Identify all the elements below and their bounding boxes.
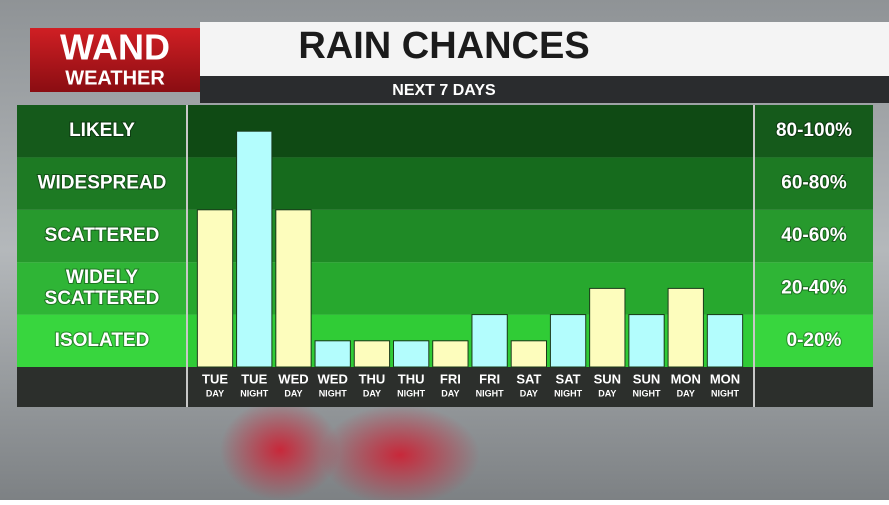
band-range-cell [754, 314, 873, 367]
band-label-cell [17, 105, 187, 158]
x-tick-sublabel: NIGHT [397, 388, 426, 398]
band-range: 60-80% [781, 173, 847, 194]
x-tick-label: SAT [516, 371, 541, 386]
bar [275, 209, 312, 368]
x-tick-sublabel: NIGHT [319, 388, 348, 398]
x-tick-sublabel: NIGHT [240, 388, 269, 398]
x-tick-label: SUN [633, 371, 660, 386]
chart-subtitle: NEXT 7 DAYS [392, 82, 496, 99]
x-tick-sublabel: NIGHT [476, 388, 505, 398]
title-bar [200, 22, 889, 76]
bar [628, 314, 665, 368]
band-label: LIKELY [69, 120, 135, 141]
bar [510, 340, 547, 368]
x-tick-sublabel: DAY [441, 388, 459, 398]
bar [393, 340, 430, 368]
x-tick-label: FRI [479, 371, 500, 386]
band-range: 20-40% [781, 277, 847, 298]
band-label: WIDESPREAD [38, 173, 167, 194]
bar [236, 130, 273, 368]
x-tick-sublabel: DAY [284, 388, 302, 398]
band-range-cell [754, 209, 873, 263]
bar [353, 340, 391, 368]
band-label-cell [17, 209, 187, 263]
background-blur [320, 405, 480, 505]
x-tick-sublabel: NIGHT [711, 388, 740, 398]
x-tick-label: TUE [202, 371, 228, 386]
bar [589, 287, 626, 368]
band-range-cell [754, 105, 873, 158]
bar [471, 314, 508, 368]
x-tick-label: FRI [440, 371, 461, 386]
x-tick-label: WED [278, 371, 308, 386]
logo-text: WAND [60, 27, 170, 68]
band-range: 40-60% [781, 225, 847, 246]
x-tick-label: THU [398, 371, 425, 386]
x-tick-sublabel: DAY [206, 388, 224, 398]
bar [706, 314, 744, 368]
x-tick-label: SUN [594, 371, 621, 386]
x-tick-sublabel: NIGHT [554, 388, 583, 398]
x-tick-label: SAT [556, 371, 581, 386]
band-label: SCATTERED [45, 225, 160, 246]
band-range-cell [754, 262, 873, 315]
bar [549, 314, 587, 368]
band-range-cell [754, 157, 873, 210]
bar [196, 209, 234, 368]
bar [432, 340, 469, 368]
x-tick-sublabel: DAY [363, 388, 381, 398]
x-tick-sublabel: DAY [677, 388, 695, 398]
band [187, 157, 754, 210]
x-tick-label: THU [359, 371, 386, 386]
x-tick-sublabel: NIGHT [633, 388, 662, 398]
band-label-cell [17, 262, 187, 315]
x-tick-sublabel: DAY [598, 388, 616, 398]
x-tick-label: WED [318, 371, 348, 386]
band [187, 105, 754, 158]
x-axis-strip [17, 367, 873, 407]
x-tick-label: MON [671, 371, 701, 386]
background-blur [220, 400, 340, 500]
bar [314, 340, 351, 368]
band-label: WIDELY SCATTERED [45, 267, 160, 309]
logo [30, 28, 200, 92]
x-tick-label: TUE [241, 371, 267, 386]
logo-text: WEATHER [65, 67, 165, 89]
chart-title: RAIN CHANCES [298, 25, 589, 67]
band-label: ISOLATED [55, 330, 150, 351]
subtitle-bar [200, 76, 889, 103]
x-tick-sublabel: DAY [520, 388, 538, 398]
band-label-cell [17, 314, 187, 367]
bar [667, 287, 704, 368]
x-tick-label: MON [710, 371, 740, 386]
band-label-cell [17, 157, 187, 210]
band-range: 80-100% [776, 120, 852, 141]
band-range: 0-20% [787, 330, 842, 351]
